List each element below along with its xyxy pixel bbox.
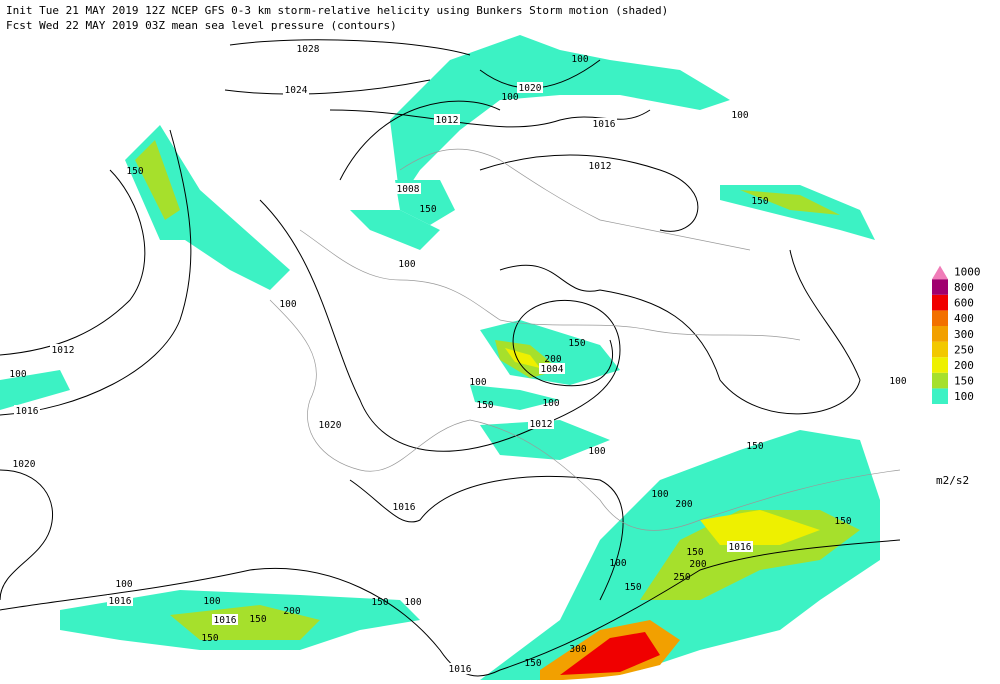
helicity-label: 100: [731, 110, 748, 121]
helicity-label: 200: [689, 559, 706, 570]
shading: [0, 35, 880, 680]
helicity-label: 100: [203, 596, 220, 607]
legend-swatch: [932, 341, 948, 358]
helicity-label: 150: [371, 597, 388, 608]
isobar-label: 1016: [16, 406, 39, 417]
legend-label: 800: [954, 281, 974, 294]
isobar-label: 1024: [285, 85, 308, 96]
isobar-label-bg: [295, 43, 321, 54]
isobar-label-bg: [727, 541, 753, 552]
legend-label: 200: [954, 359, 974, 372]
isobar-label: 1012: [530, 419, 553, 430]
helicity-label: 100: [469, 377, 486, 388]
legend-swatch: [932, 357, 948, 373]
isobar-label: 1016: [449, 664, 472, 675]
helicity-label: 150: [126, 166, 143, 177]
helicity-label: 150: [834, 516, 851, 527]
isobar-label: 1020: [13, 459, 36, 470]
legend-swatch: [932, 294, 948, 311]
legend-swatch: [932, 279, 948, 295]
legend-swatch: [932, 372, 948, 389]
isobar-label-bg: [528, 418, 554, 429]
isobar-label-bg: [50, 344, 76, 355]
legend-swatch: [932, 310, 948, 326]
isobar-label: 1016: [593, 119, 616, 130]
helicity-label: 100: [398, 259, 415, 270]
legend-label: 300: [954, 328, 974, 341]
isobar-label: 1012: [52, 345, 75, 356]
helicity-label: 200: [544, 354, 561, 365]
legend-swatch: [932, 388, 948, 404]
helicity-label: 150: [476, 400, 493, 411]
helicity-label: 100: [609, 558, 626, 569]
isobar-label-bg: [391, 501, 417, 512]
helicity-label: 100: [571, 54, 588, 65]
isobar-label-bg: [539, 363, 565, 374]
helicity-label: 150: [201, 633, 218, 644]
helicity-label: 100: [542, 398, 559, 409]
helicity-label: 150: [419, 204, 436, 215]
helicity-label: 200: [283, 606, 300, 617]
isobar-label-bg: [212, 614, 238, 625]
isobar-label-bg: [395, 183, 421, 194]
isobar-label-bg: [447, 663, 473, 674]
isobar-label-bg: [107, 595, 133, 606]
helicity-label: 100: [501, 92, 518, 103]
helicity-label: 150: [249, 614, 266, 625]
isobar-label: 1008: [397, 184, 420, 195]
legend: 100 150 200 250 300 400 600 800 1000: [932, 265, 981, 404]
isobar-label-bg: [591, 118, 617, 129]
isobar-label-bg: [317, 419, 343, 430]
map-labels: 1028 1024 1020 1016 1012 1012 1008 1004 1012 1016…: [9, 43, 907, 675]
isobar-label: 1016: [393, 502, 416, 513]
isobar-label-bg: [434, 114, 460, 125]
helicity-label: 250: [673, 572, 690, 583]
helicity-label: 200: [675, 499, 692, 510]
isobar-label: 1012: [589, 161, 612, 172]
legend-label: 400: [954, 312, 974, 325]
helicity-label: 100: [115, 579, 132, 590]
isobar-label-bg: [517, 82, 543, 93]
helicity-label: 100: [9, 369, 26, 380]
helicity-label: 100: [279, 299, 296, 310]
helicity-label: 150: [524, 658, 541, 669]
isobar-label-bg: [587, 160, 613, 171]
projection-edge: [0, 600, 1000, 683]
legend-swatch: [932, 265, 948, 280]
isobar-label: 1028: [297, 44, 320, 55]
isobar-label-bg: [14, 405, 40, 416]
legend-unit: m2/s2: [936, 474, 969, 487]
isobar-label: 1016: [214, 615, 237, 626]
header-line-1: Init Tue 21 MAY 2019 12Z NCEP GFS 0-3 km…: [6, 4, 668, 17]
legend-label: 600: [954, 297, 974, 310]
helicity-label: 300: [569, 644, 586, 655]
isobar-label: 1016: [109, 596, 132, 607]
helicity-label: 100: [588, 446, 605, 457]
isobar-label: 1012: [436, 115, 459, 126]
helicity-label: 150: [568, 338, 585, 349]
helicity-label: 150: [751, 196, 768, 207]
legend-label: 150: [954, 375, 974, 388]
isobar-label: 1020: [519, 83, 542, 94]
helicity-label: 100: [651, 489, 668, 500]
legend-label: 250: [954, 343, 974, 356]
isobar-label: 1020: [319, 420, 342, 431]
helicity-label: 150: [624, 582, 641, 593]
legend-swatch: [932, 326, 948, 342]
coastlines: [269, 148, 901, 531]
isobar-label-bg: [283, 84, 309, 95]
helicity-label: 150: [686, 547, 703, 558]
legend-label: 100: [954, 390, 974, 403]
helicity-label: 100: [889, 376, 906, 387]
header-line-2: Fcst Wed 22 MAY 2019 03Z mean sea level …: [6, 19, 397, 32]
helicity-label: 100: [404, 597, 421, 608]
isobar-label: 1016: [729, 542, 752, 553]
legend-label: 1000: [954, 265, 981, 278]
isobar-label-bg: [11, 458, 37, 469]
isobar-label: 1004: [541, 364, 564, 375]
helicity-label: 150: [746, 441, 763, 452]
